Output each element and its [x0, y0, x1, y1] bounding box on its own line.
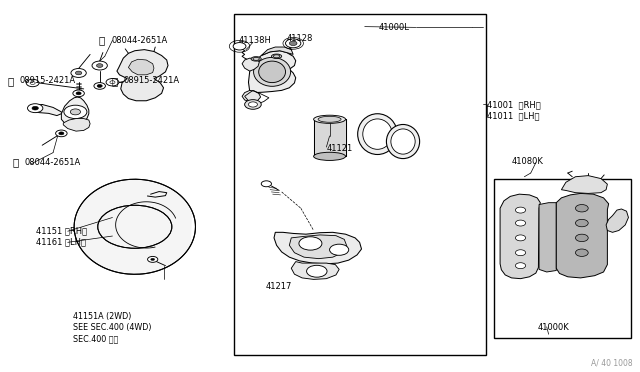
Circle shape [330, 244, 349, 255]
Circle shape [307, 265, 327, 277]
Text: 41000L: 41000L [379, 23, 410, 32]
Text: Ⓢ: Ⓢ [111, 76, 117, 86]
Ellipse shape [271, 54, 282, 58]
Circle shape [575, 249, 588, 256]
Circle shape [110, 81, 115, 84]
Polygon shape [314, 119, 346, 156]
Circle shape [26, 79, 39, 87]
Bar [493, 179, 631, 338]
Text: 41138H: 41138H [238, 36, 271, 45]
Text: A/ 40 1008: A/ 40 1008 [591, 359, 633, 368]
Polygon shape [63, 119, 90, 131]
Bar [234, 14, 486, 355]
Text: 41151 〈RH〉: 41151 〈RH〉 [36, 227, 87, 236]
Text: SEC.400 参照: SEC.400 参照 [73, 334, 118, 343]
Polygon shape [274, 232, 362, 264]
Text: 41080K: 41080K [511, 157, 543, 166]
Circle shape [64, 105, 87, 119]
Circle shape [244, 100, 261, 109]
Circle shape [575, 234, 588, 241]
Circle shape [233, 42, 246, 50]
Ellipse shape [251, 57, 261, 61]
Polygon shape [606, 209, 628, 232]
Text: 08915-2421A: 08915-2421A [20, 76, 76, 85]
Polygon shape [61, 97, 89, 125]
Text: 41000K: 41000K [537, 323, 569, 332]
Polygon shape [539, 203, 556, 272]
Text: 41161 〈LH〉: 41161 〈LH〉 [36, 238, 86, 247]
Ellipse shape [318, 116, 341, 122]
Ellipse shape [358, 114, 397, 154]
Polygon shape [556, 193, 609, 278]
Polygon shape [289, 235, 347, 259]
Circle shape [151, 258, 155, 260]
Ellipse shape [314, 152, 346, 160]
Circle shape [71, 68, 86, 77]
Circle shape [92, 61, 108, 70]
Polygon shape [242, 90, 260, 102]
Circle shape [289, 41, 297, 45]
Circle shape [575, 205, 588, 212]
Circle shape [299, 237, 322, 250]
Circle shape [285, 39, 301, 48]
Circle shape [56, 130, 67, 137]
Text: 08915-2421A: 08915-2421A [124, 76, 180, 85]
Polygon shape [129, 59, 154, 75]
Circle shape [97, 84, 102, 87]
Polygon shape [242, 58, 259, 71]
Circle shape [97, 64, 103, 67]
Ellipse shape [387, 125, 420, 158]
Polygon shape [76, 181, 191, 273]
Text: SEE SEC.400 (4WD): SEE SEC.400 (4WD) [73, 323, 151, 332]
Text: Ⓑ: Ⓑ [12, 158, 19, 168]
Circle shape [515, 235, 525, 241]
Circle shape [30, 81, 35, 84]
Circle shape [94, 83, 106, 89]
Ellipse shape [253, 57, 291, 86]
Polygon shape [248, 51, 296, 93]
Polygon shape [117, 49, 168, 101]
Polygon shape [291, 262, 339, 279]
Circle shape [28, 104, 43, 113]
Circle shape [515, 207, 525, 213]
Text: 41128: 41128 [287, 34, 313, 43]
Text: Ⓑ: Ⓑ [99, 35, 105, 45]
Ellipse shape [314, 115, 346, 124]
Circle shape [515, 220, 525, 226]
Polygon shape [500, 194, 540, 279]
Circle shape [76, 92, 81, 95]
Text: 41001  〈RH〉: 41001 〈RH〉 [487, 100, 541, 109]
Text: 08044-2651A: 08044-2651A [25, 158, 81, 167]
Polygon shape [561, 176, 607, 193]
Text: 41151A (2WD): 41151A (2WD) [73, 312, 131, 321]
Text: 41011  〈LH〉: 41011 〈LH〉 [487, 112, 540, 121]
Circle shape [76, 71, 82, 75]
Circle shape [59, 132, 64, 135]
Polygon shape [261, 47, 293, 55]
Circle shape [575, 219, 588, 227]
Circle shape [248, 102, 257, 107]
Circle shape [32, 106, 38, 110]
Ellipse shape [259, 61, 285, 83]
Circle shape [70, 109, 81, 115]
Circle shape [73, 90, 84, 97]
Text: Ⓢ: Ⓢ [7, 76, 13, 86]
Polygon shape [33, 105, 61, 116]
Text: 41121: 41121 [326, 144, 353, 153]
Ellipse shape [363, 119, 392, 149]
Circle shape [148, 256, 158, 262]
Circle shape [515, 250, 525, 256]
Ellipse shape [391, 129, 415, 154]
Circle shape [515, 263, 525, 269]
Circle shape [106, 78, 119, 86]
Text: 41217: 41217 [266, 282, 292, 291]
Circle shape [261, 181, 271, 187]
Text: 08044-2651A: 08044-2651A [111, 36, 168, 45]
